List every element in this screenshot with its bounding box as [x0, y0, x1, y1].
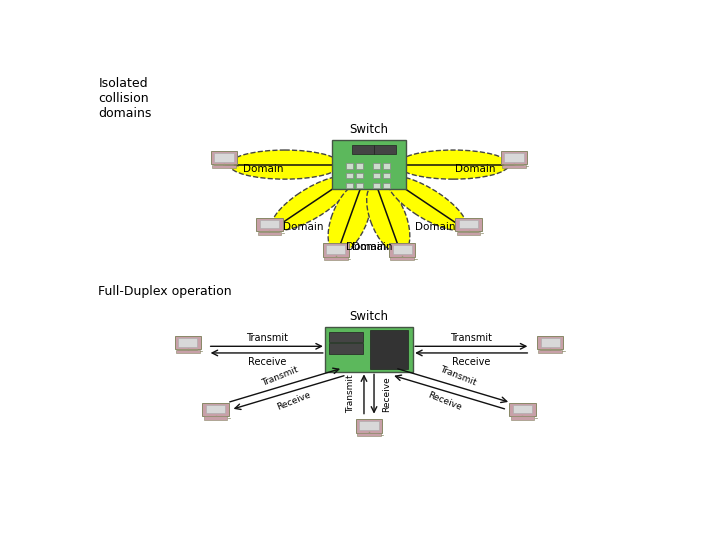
FancyBboxPatch shape — [356, 183, 363, 188]
FancyBboxPatch shape — [206, 404, 225, 413]
Text: Domain: Domain — [352, 241, 392, 252]
FancyBboxPatch shape — [503, 165, 526, 168]
FancyBboxPatch shape — [260, 220, 279, 228]
FancyBboxPatch shape — [383, 183, 390, 188]
FancyBboxPatch shape — [215, 153, 233, 161]
FancyBboxPatch shape — [178, 338, 197, 347]
FancyBboxPatch shape — [456, 232, 480, 235]
FancyBboxPatch shape — [258, 232, 282, 235]
FancyBboxPatch shape — [356, 164, 363, 168]
FancyBboxPatch shape — [356, 173, 363, 178]
Text: Switch: Switch — [349, 310, 389, 323]
FancyBboxPatch shape — [353, 145, 374, 154]
Text: Transmit: Transmit — [346, 375, 356, 413]
FancyBboxPatch shape — [459, 220, 478, 228]
FancyBboxPatch shape — [326, 246, 346, 254]
FancyBboxPatch shape — [509, 403, 536, 416]
FancyBboxPatch shape — [370, 330, 408, 369]
FancyBboxPatch shape — [174, 336, 201, 349]
Text: Domain: Domain — [243, 164, 283, 174]
Text: Transmit: Transmit — [438, 365, 477, 388]
Text: Transmit: Transmit — [246, 333, 288, 343]
FancyBboxPatch shape — [359, 421, 379, 430]
FancyBboxPatch shape — [390, 257, 414, 260]
Text: Domain: Domain — [415, 222, 455, 232]
FancyBboxPatch shape — [389, 244, 415, 256]
FancyBboxPatch shape — [373, 173, 380, 178]
FancyBboxPatch shape — [541, 338, 560, 347]
FancyBboxPatch shape — [456, 218, 482, 231]
Text: Receive: Receive — [248, 356, 286, 367]
FancyBboxPatch shape — [212, 165, 235, 168]
FancyBboxPatch shape — [373, 183, 380, 188]
FancyBboxPatch shape — [513, 404, 532, 413]
FancyBboxPatch shape — [323, 244, 349, 256]
Text: Receive: Receive — [452, 356, 490, 367]
FancyBboxPatch shape — [373, 164, 380, 168]
FancyBboxPatch shape — [539, 350, 562, 353]
FancyBboxPatch shape — [176, 350, 199, 353]
FancyBboxPatch shape — [374, 145, 396, 154]
FancyBboxPatch shape — [501, 151, 527, 164]
FancyBboxPatch shape — [346, 164, 353, 168]
FancyBboxPatch shape — [510, 416, 534, 420]
Ellipse shape — [366, 183, 410, 253]
FancyBboxPatch shape — [204, 416, 228, 420]
FancyBboxPatch shape — [392, 246, 412, 254]
Text: Switch: Switch — [349, 123, 389, 136]
Ellipse shape — [328, 183, 372, 253]
FancyBboxPatch shape — [383, 173, 390, 178]
Text: Transmit: Transmit — [261, 365, 300, 388]
FancyBboxPatch shape — [328, 332, 363, 342]
Text: Domain: Domain — [346, 241, 386, 252]
Ellipse shape — [272, 177, 351, 230]
FancyBboxPatch shape — [325, 327, 413, 372]
FancyBboxPatch shape — [356, 419, 382, 433]
FancyBboxPatch shape — [202, 403, 229, 416]
FancyBboxPatch shape — [346, 183, 353, 188]
FancyBboxPatch shape — [256, 218, 282, 231]
FancyBboxPatch shape — [346, 173, 353, 178]
FancyBboxPatch shape — [324, 257, 348, 260]
Ellipse shape — [229, 150, 341, 179]
FancyBboxPatch shape — [211, 151, 237, 164]
Text: Domain: Domain — [455, 164, 495, 174]
Ellipse shape — [387, 177, 466, 230]
Ellipse shape — [397, 150, 509, 179]
Text: Transmit: Transmit — [450, 333, 492, 343]
FancyBboxPatch shape — [537, 336, 564, 349]
FancyBboxPatch shape — [357, 433, 381, 436]
FancyBboxPatch shape — [332, 140, 406, 190]
FancyBboxPatch shape — [505, 153, 523, 161]
FancyBboxPatch shape — [328, 343, 363, 354]
Text: Receive: Receive — [426, 390, 463, 412]
FancyBboxPatch shape — [383, 164, 390, 168]
Text: Isolated
collision
domains: Isolated collision domains — [99, 77, 152, 120]
Text: Receive: Receive — [275, 390, 312, 412]
Text: Domain: Domain — [283, 222, 323, 232]
Text: Receive: Receive — [382, 376, 392, 412]
Text: Full-Duplex operation: Full-Duplex operation — [99, 285, 232, 298]
